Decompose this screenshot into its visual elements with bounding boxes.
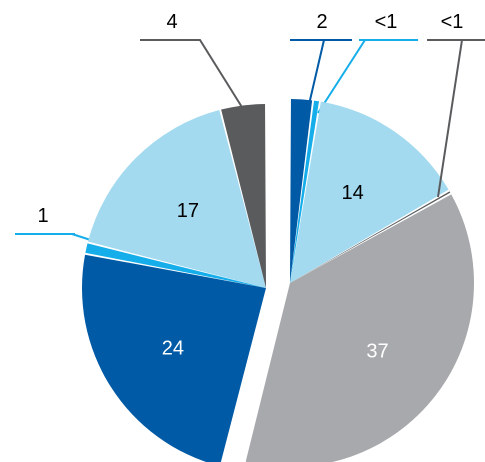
leader-line [427, 39, 485, 198]
pie-slice [290, 191, 451, 283]
leader-line [140, 39, 246, 113]
leader-line [15, 233, 101, 244]
pie-slice [87, 110, 267, 288]
slice-label: 2 [316, 11, 327, 33]
slice-label: 24 [162, 337, 184, 359]
pie-slice [290, 100, 320, 283]
leader-line [317, 39, 418, 114]
slice-label: 4 [166, 11, 177, 33]
pie-slice [290, 101, 449, 283]
slice-label: 14 [342, 182, 364, 204]
slice-label: 37 [366, 340, 388, 362]
slice-label: <1 [375, 11, 398, 33]
pie-slice [221, 104, 266, 288]
slice-label: 1 [37, 205, 48, 227]
slice-label: <1 [441, 11, 464, 33]
pie-slice [245, 194, 474, 462]
pie-slice [290, 99, 313, 283]
leader-line [290, 39, 352, 114]
slice-label: 17 [177, 200, 199, 222]
pie-slice [85, 243, 266, 288]
pie-slice [82, 254, 266, 462]
